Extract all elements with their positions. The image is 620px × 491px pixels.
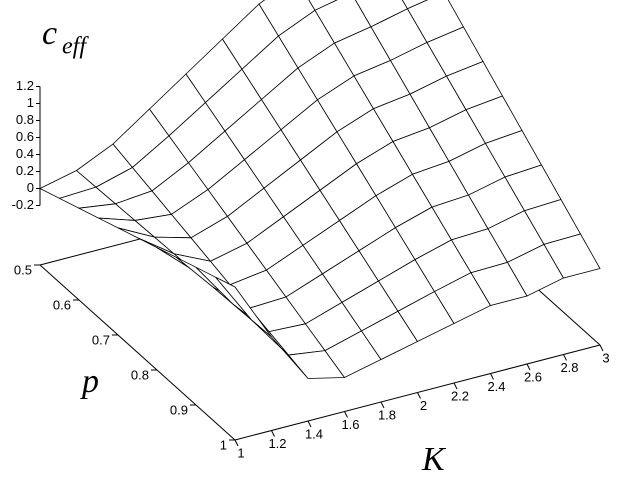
x-axis-label: K [421,441,447,478]
x-tick-label: 2 [420,398,427,413]
y-tick-label: 0.9 [170,402,188,417]
y-tick-label: 0.5 [14,262,32,277]
base-edge [39,264,236,441]
x-tick-label: 1.6 [341,417,359,432]
x-tick [234,439,239,447]
z-tick-label: 1.2 [16,78,34,93]
x-tick [380,401,385,409]
x-tick [599,344,604,352]
x-tick-label: 2.2 [451,388,469,403]
surface-cell [308,0,338,11]
x-tick-label: 1.8 [378,407,396,422]
z-tick-label: 0.6 [16,129,34,144]
z-tick-label: 1 [27,95,34,110]
x-tick [307,420,312,428]
z-tick-label: 0.8 [16,112,34,127]
x-tick-label: 3 [602,350,609,365]
x-tick [563,354,567,361]
z-tick-label: -0.2 [12,197,34,212]
z-tick-label: 0.4 [16,146,34,161]
y-tick-label: 0.7 [92,332,110,347]
y-axis-label: p [80,363,99,400]
y-tick-label: 1 [220,437,227,452]
surface-cell [401,0,429,10]
y-tick-label: 0.6 [53,297,71,312]
x-tick [490,373,494,380]
x-tick-label: 2.8 [560,360,578,375]
surface-cell [543,233,601,279]
x-tick-label: 1.4 [305,426,323,441]
x-tick-label: 1 [237,445,244,460]
x-tick [526,363,531,371]
x-tick [453,382,458,390]
z-axis-label: c [42,15,57,52]
x-tick [344,411,348,418]
x-tick-label: 1.2 [268,436,286,451]
x-tick [271,430,275,437]
z-tick-label: 0 [27,180,34,195]
z-axis-label-sub: eff [62,34,89,60]
y-tick-label: 0.8 [131,367,149,382]
x-tick [417,392,421,399]
x-tick-label: 2.6 [524,369,542,384]
x-tick-label: 2.4 [487,379,505,394]
z-tick-label: 0.2 [16,163,34,178]
